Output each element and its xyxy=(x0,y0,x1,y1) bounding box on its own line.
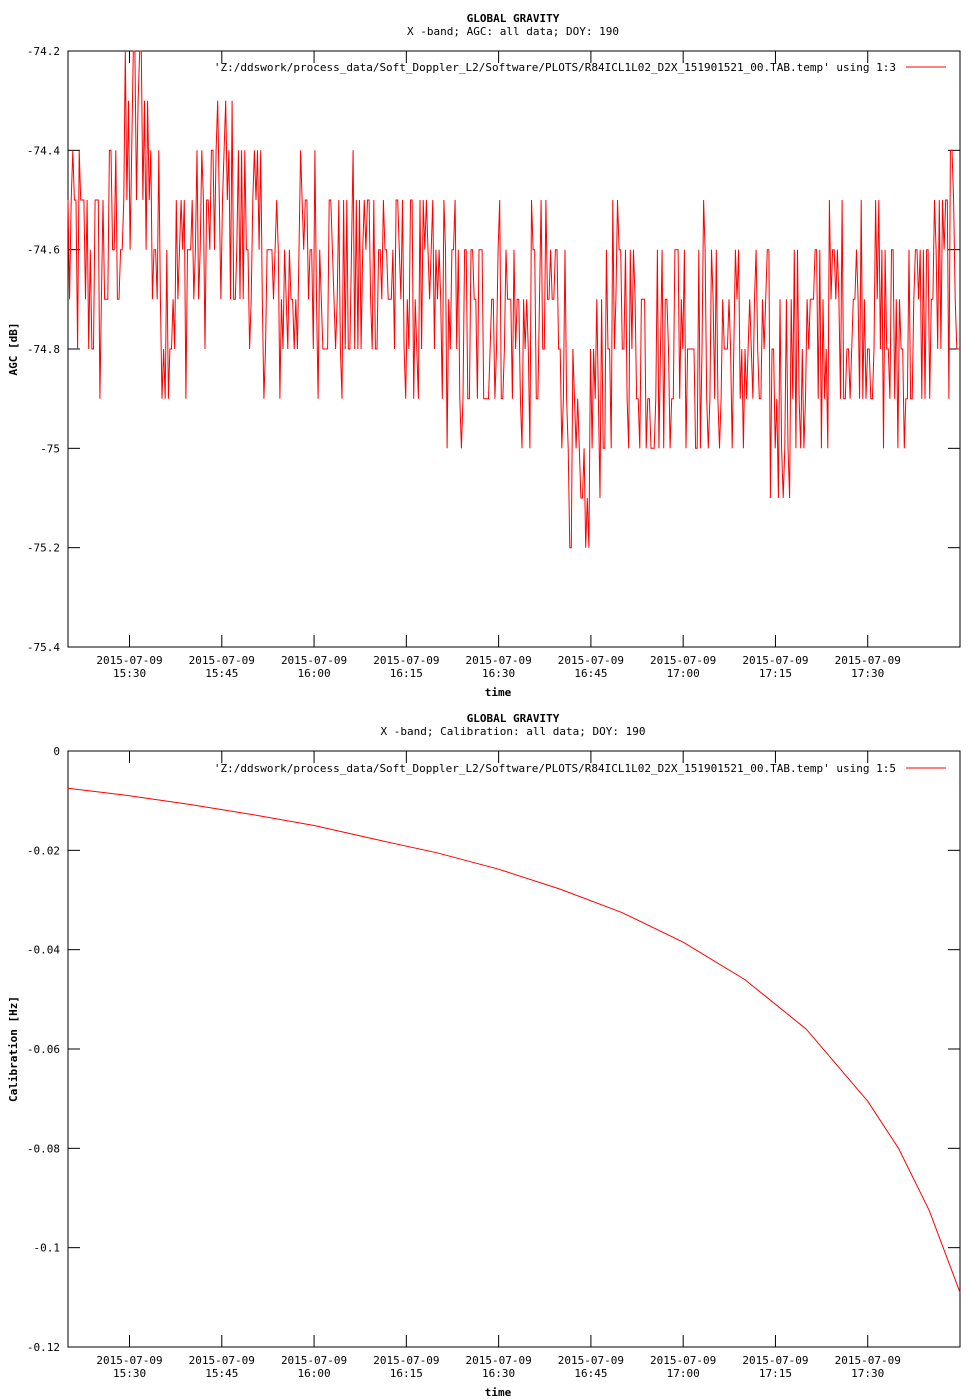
x-tick-time: 16:30 xyxy=(482,667,515,680)
x-tick-time: 16:45 xyxy=(574,667,607,680)
x-tick-time: 15:30 xyxy=(113,667,146,680)
y-tick-label: -75.2 xyxy=(27,542,60,555)
y-tick-label: -75.4 xyxy=(27,641,60,654)
y-axis-label: Calibration [Hz] xyxy=(7,996,20,1102)
x-tick-date: 2015-07-09 xyxy=(281,654,347,667)
y-tick-label: -74.8 xyxy=(27,343,60,356)
x-tick-date: 2015-07-09 xyxy=(281,1354,347,1367)
x-tick-date: 2015-07-09 xyxy=(373,1354,439,1367)
x-axis-label: time xyxy=(485,1386,512,1399)
series-line xyxy=(67,787,961,1293)
y-tick-label: -0.04 xyxy=(27,944,60,957)
y-tick-label: 0 xyxy=(53,745,60,758)
x-tick-date: 2015-07-09 xyxy=(650,654,716,667)
y-tick-label: -74.4 xyxy=(27,144,60,157)
x-tick-date: 2015-07-09 xyxy=(742,1354,808,1367)
x-tick-time: 17:00 xyxy=(667,667,700,680)
x-tick-date: 2015-07-09 xyxy=(558,1354,624,1367)
x-tick-time: 16:00 xyxy=(298,1367,331,1380)
x-tick-time: 15:45 xyxy=(205,1367,238,1380)
legend-label: 'Z:/ddswork/process_data/Soft_Doppler_L2… xyxy=(214,61,896,74)
x-tick-time: 15:30 xyxy=(113,1367,146,1380)
x-tick-date: 2015-07-09 xyxy=(650,1354,716,1367)
y-tick-label: -0.08 xyxy=(27,1142,60,1155)
chart-subtitle: X -band; AGC: all data; DOY: 190 xyxy=(407,25,619,38)
y-tick-label: -74.6 xyxy=(27,244,60,257)
y-tick-label: -75 xyxy=(40,442,60,455)
y-tick-label: -74.2 xyxy=(27,45,60,58)
x-tick-time: 17:00 xyxy=(667,1367,700,1380)
x-tick-time: 17:15 xyxy=(759,667,792,680)
y-tick-label: -0.06 xyxy=(27,1043,60,1056)
x-tick-time: 16:15 xyxy=(390,667,423,680)
x-tick-time: 16:45 xyxy=(574,1367,607,1380)
x-tick-date: 2015-07-09 xyxy=(466,1354,532,1367)
x-tick-date: 2015-07-09 xyxy=(835,654,901,667)
x-tick-date: 2015-07-09 xyxy=(558,654,624,667)
x-tick-time: 16:15 xyxy=(390,1367,423,1380)
x-tick-time: 15:45 xyxy=(205,667,238,680)
plot-frame xyxy=(67,750,961,1348)
y-tick-label: -0.1 xyxy=(34,1242,61,1255)
x-tick-time: 17:15 xyxy=(759,1367,792,1380)
y-tick-label: -0.02 xyxy=(27,844,60,857)
x-tick-date: 2015-07-09 xyxy=(96,1354,162,1367)
series-line xyxy=(67,50,960,549)
x-tick-date: 2015-07-09 xyxy=(96,654,162,667)
x-tick-date: 2015-07-09 xyxy=(742,654,808,667)
x-tick-date: 2015-07-09 xyxy=(373,654,439,667)
legend-label: 'Z:/ddswork/process_data/Soft_Doppler_L2… xyxy=(214,762,896,775)
chart-title: GLOBAL GRAVITY xyxy=(467,12,560,25)
x-tick-time: 16:30 xyxy=(482,1367,515,1380)
chart-subtitle: X -band; Calibration: all data; DOY: 190 xyxy=(381,725,646,738)
x-tick-date: 2015-07-09 xyxy=(835,1354,901,1367)
x-tick-time: 16:00 xyxy=(298,667,331,680)
x-tick-date: 2015-07-09 xyxy=(189,654,255,667)
x-tick-date: 2015-07-09 xyxy=(466,654,532,667)
x-axis-label: time xyxy=(485,686,512,699)
x-tick-time: 17:30 xyxy=(851,667,884,680)
y-axis-label: AGC [dB] xyxy=(7,323,20,376)
x-tick-date: 2015-07-09 xyxy=(189,1354,255,1367)
chart-title: GLOBAL GRAVITY xyxy=(467,712,560,725)
x-tick-time: 17:30 xyxy=(851,1367,884,1380)
y-tick-label: -0.12 xyxy=(27,1341,60,1354)
